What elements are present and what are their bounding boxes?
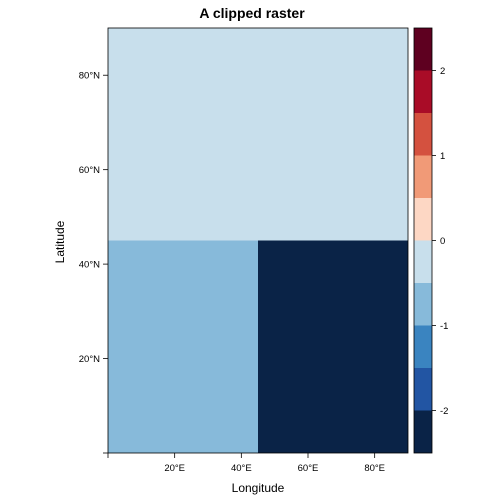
colorbar: -2 -1 0 1 2 [413, 27, 448, 454]
chart-title: A clipped raster [199, 5, 305, 21]
colorbar-swatch-2 [414, 325, 432, 368]
colorbar-tick-label-2: 0 [440, 236, 445, 247]
colorbar-swatch-8 [414, 70, 432, 113]
colorbar-swatch-0 [414, 410, 432, 453]
x-tick-label-0: 20°E [164, 463, 185, 474]
y-tick-label-2: 60°N [79, 165, 100, 176]
plot-frame [107, 27, 409, 454]
colorbar-swatch-3 [414, 283, 432, 326]
x-tick-label-1: 40°E [231, 463, 252, 474]
colorbar-swatch-9 [414, 28, 432, 71]
x-axis-label: Longitude [232, 481, 285, 495]
colorbar-swatch-7 [414, 113, 432, 156]
raster-cells [108, 28, 408, 453]
x-tick-label-3: 80°E [364, 463, 385, 474]
raster-cell-0 [108, 28, 408, 241]
raster-cell-1 [108, 240, 258, 453]
y-axis-label: Latitude [53, 220, 67, 263]
y-tick-label-1: 40°N [79, 260, 100, 271]
colorbar-tick-label-0: -2 [440, 406, 448, 417]
y-axis: 20°N 40°N 60°N 80°N [79, 71, 108, 454]
x-tick-label-2: 60°E [298, 463, 319, 474]
raster-cell-2 [258, 240, 408, 453]
colorbar-swatch-5 [414, 198, 432, 241]
x-axis: 20°E 40°E 60°E 80°E [107, 453, 385, 474]
colorbar-tick-label-4: 2 [440, 66, 445, 77]
y-tick-label-0: 20°N [79, 354, 100, 365]
colorbar-tick-label-3: 1 [440, 151, 445, 162]
colorbar-swatch-6 [414, 155, 432, 198]
colorbar-swatch-4 [414, 240, 432, 283]
colorbar-tick-label-1: -1 [440, 321, 448, 332]
colorbar-swatch-1 [414, 368, 432, 411]
y-tick-label-3: 80°N [79, 71, 100, 82]
